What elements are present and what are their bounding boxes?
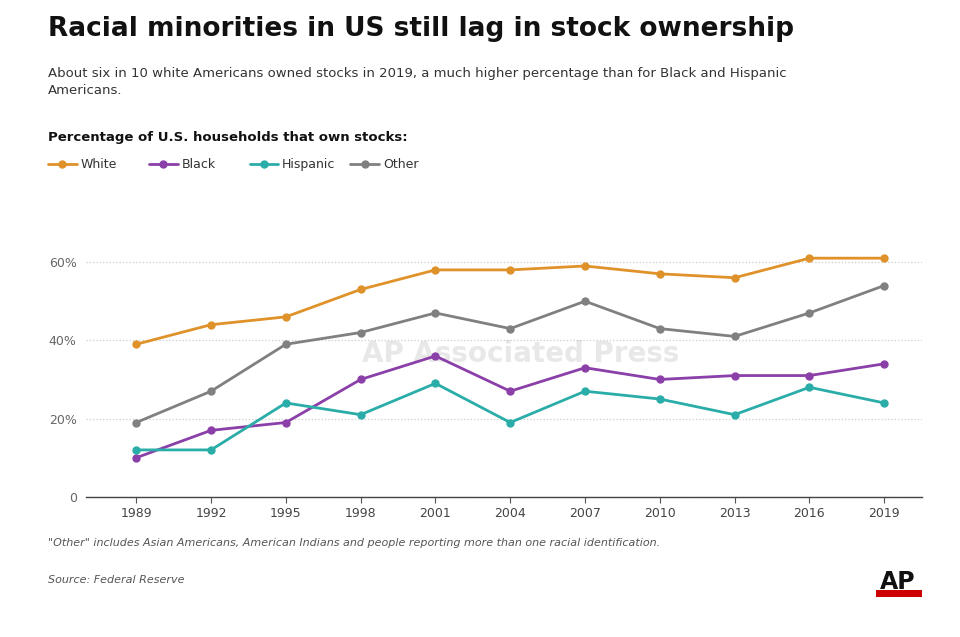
Text: About six in 10 white Americans owned stocks in 2019, a much higher percentage t: About six in 10 white Americans owned st… xyxy=(48,67,786,97)
Text: "Other" includes Asian Americans, American Indians and people reporting more tha: "Other" includes Asian Americans, Americ… xyxy=(48,538,660,548)
Text: AP Associated Press: AP Associated Press xyxy=(362,340,680,368)
Text: Percentage of U.S. households that own stocks:: Percentage of U.S. households that own s… xyxy=(48,131,408,143)
Text: Other: Other xyxy=(383,158,419,171)
Text: White: White xyxy=(81,158,117,171)
Text: Racial minorities in US still lag in stock ownership: Racial minorities in US still lag in sto… xyxy=(48,16,794,42)
Text: Black: Black xyxy=(181,158,216,171)
Text: AP: AP xyxy=(879,570,916,594)
Text: Hispanic: Hispanic xyxy=(282,158,336,171)
Text: Source: Federal Reserve: Source: Federal Reserve xyxy=(48,575,184,585)
